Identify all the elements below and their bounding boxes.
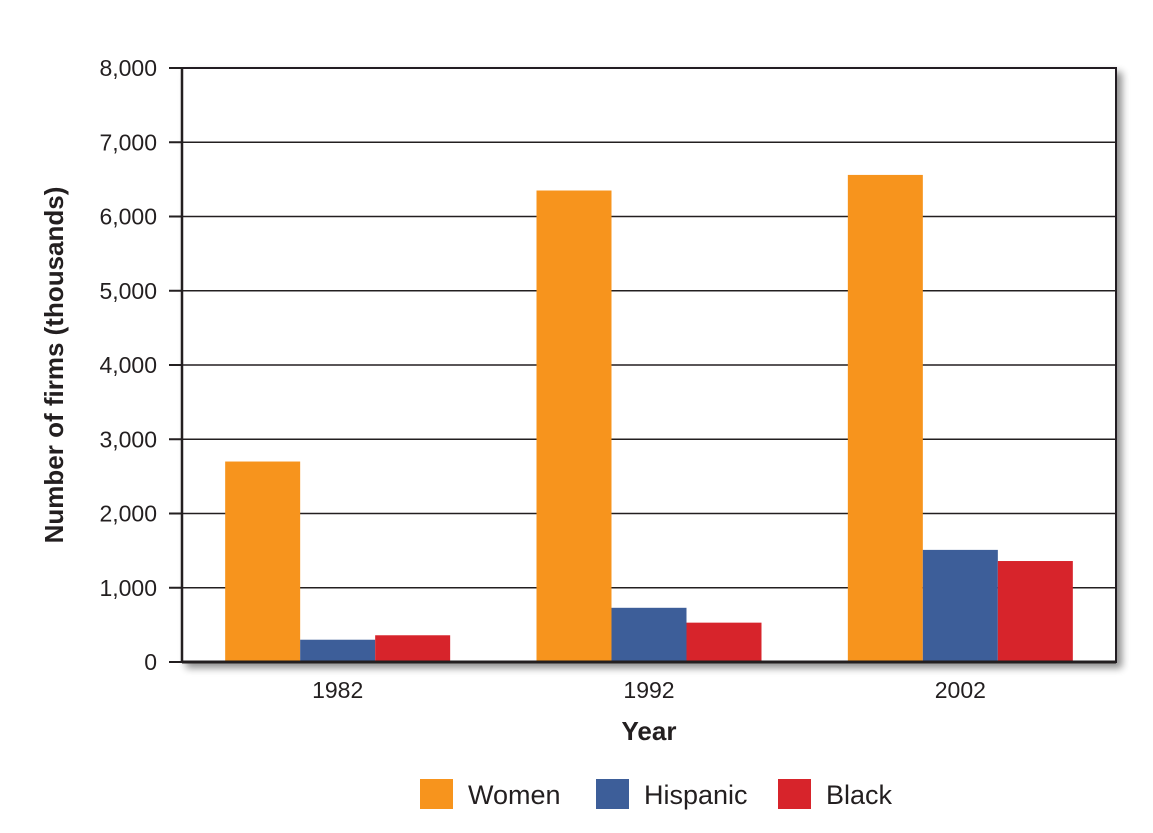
bar-women-1992	[536, 190, 612, 662]
y-tick-label: 2,000	[99, 501, 157, 527]
legend-swatch-black	[778, 779, 811, 809]
bar-hispanic-1982	[300, 639, 376, 662]
legend-swatch-hispanic	[596, 779, 629, 809]
y-tick-label: 1,000	[99, 575, 157, 601]
legend-swatch-women	[420, 779, 453, 809]
legend-label-black: Black	[826, 780, 893, 810]
x-tick-label: 2002	[935, 677, 986, 703]
bar-hispanic-2002	[922, 549, 998, 662]
y-tick-label: 7,000	[99, 129, 157, 155]
bar-hispanic-1992	[611, 607, 687, 662]
y-tick-label: 6,000	[99, 204, 157, 230]
bar-black-1992	[686, 622, 762, 662]
bar-black-2002	[997, 561, 1073, 662]
bar-women-1982	[225, 461, 301, 662]
x-axis-ticks: 1982 1992 2002	[312, 677, 986, 703]
bar-black-1982	[375, 635, 451, 662]
y-tick-label: 5,000	[99, 278, 157, 304]
y-tick-label: 3,000	[99, 426, 157, 452]
x-tick-label: 1982	[312, 677, 363, 703]
legend-label-women: Women	[468, 780, 561, 810]
bar-women-2002	[847, 174, 923, 663]
y-tick-label: 0	[144, 649, 157, 675]
legend: Women Hispanic Black	[420, 779, 893, 810]
legend-label-hispanic: Hispanic	[644, 780, 748, 810]
x-tick-label: 1992	[623, 677, 674, 703]
y-tick-label: 4,000	[99, 352, 157, 378]
y-axis-title: Number of firms (thousands)	[39, 187, 69, 544]
x-axis-title: Year	[622, 716, 677, 746]
y-tick-label: 8,000	[99, 55, 157, 81]
bars	[225, 174, 1073, 663]
y-axis-ticks: 0 1,000 2,000 3,000 4,000 5,000 6,000 7,000 8,00…	[99, 55, 182, 675]
